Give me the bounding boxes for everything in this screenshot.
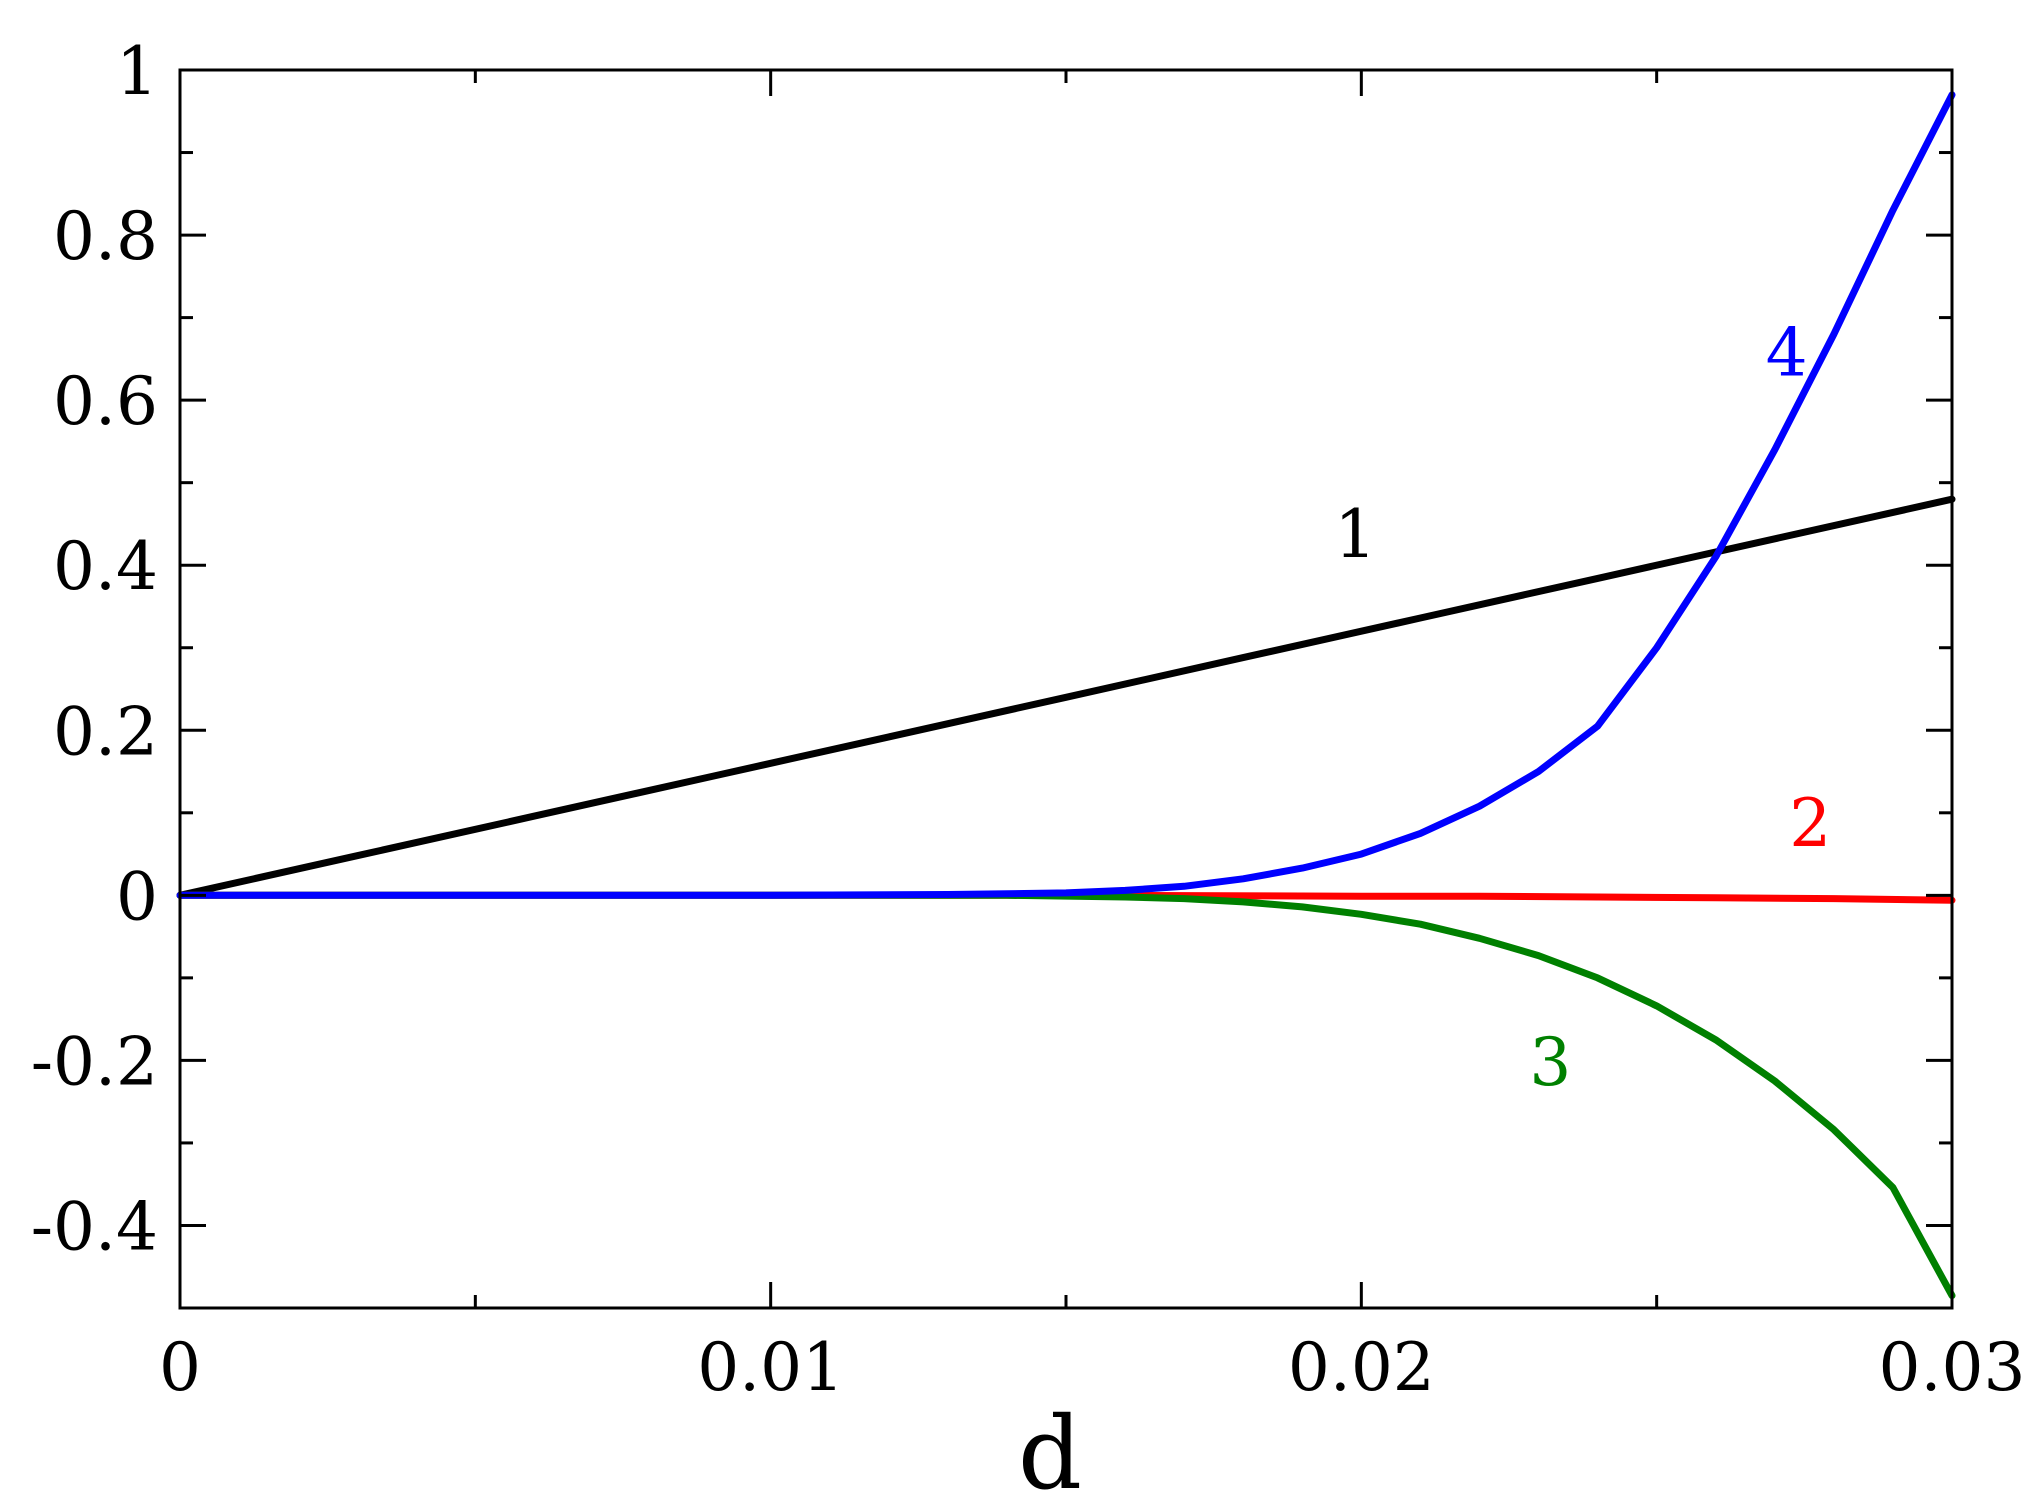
x-axis-label: d [1018, 1395, 1082, 1511]
y-tick-label: 0 [116, 858, 158, 935]
series-line-1 [176, 495, 1956, 899]
curve-label-3: 3 [1529, 1024, 1571, 1101]
y-tick-label: 0.8 [53, 198, 158, 275]
x-tick-label: 0 [159, 1329, 201, 1406]
series-line-3 [176, 891, 1956, 1300]
curve-label-2: 2 [1789, 785, 1831, 862]
x-tick-label: 0.03 [1879, 1329, 2026, 1406]
annotation-layer: 1 2 3 4 [1334, 314, 1831, 1101]
ticks-layer [178, 68, 1954, 1308]
y-tick-label: -0.4 [31, 1188, 158, 1265]
series-layer [176, 91, 1956, 1300]
curve-label-4: 4 [1766, 314, 1808, 391]
y-tick-label: 1 [116, 33, 158, 110]
plot-frame [178, 68, 1954, 1310]
curve-label-1: 1 [1334, 496, 1376, 573]
y-tick-label: 0.6 [53, 363, 158, 440]
series-line-4 [176, 91, 1956, 899]
x-tick-label: 0.02 [1288, 1329, 1435, 1406]
y-tick-label: -0.2 [31, 1023, 158, 1100]
y-tick-label: 0.2 [53, 693, 158, 770]
x-tick-label: 0.01 [697, 1329, 844, 1406]
labels-layer: 0 0.01 0.02 0.03 -0.4 -0.2 0 0.2 0.4 0.6 0.8 1 [31, 33, 2026, 1406]
y-tick-label: 0.4 [53, 528, 158, 605]
